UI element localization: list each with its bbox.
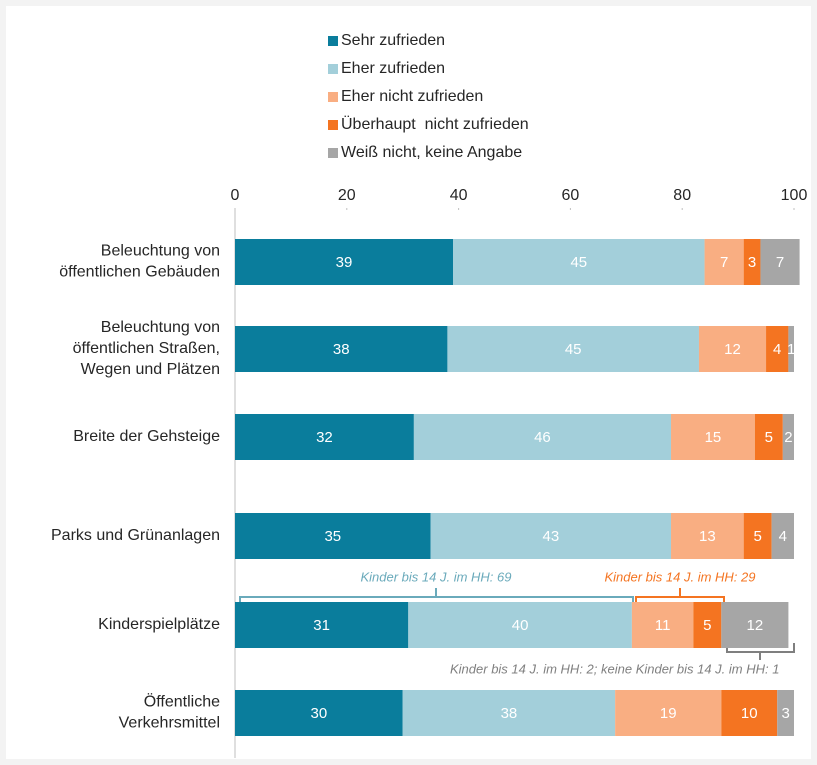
data-label: 2 bbox=[784, 429, 792, 446]
x-tick-label: 40 bbox=[450, 187, 468, 204]
data-label: 5 bbox=[753, 528, 761, 545]
bar-segment bbox=[235, 239, 454, 285]
bracket bbox=[635, 588, 725, 606]
data-label: 12 bbox=[724, 341, 741, 358]
bracket bbox=[239, 588, 634, 606]
bar-segment bbox=[235, 414, 414, 460]
data-label: 38 bbox=[501, 705, 518, 722]
bar-segment bbox=[760, 239, 800, 285]
y-tick-label: Kinderspielplätze bbox=[98, 616, 220, 633]
x-tick-label: 80 bbox=[673, 187, 691, 204]
data-label: 31 bbox=[313, 617, 330, 634]
bar-segment bbox=[693, 602, 722, 648]
data-label: 15 bbox=[705, 429, 722, 446]
data-label: 45 bbox=[565, 341, 582, 358]
legend-swatch bbox=[328, 64, 338, 74]
bar-segment bbox=[408, 602, 632, 648]
data-label: 3 bbox=[781, 705, 789, 722]
data-label: 4 bbox=[779, 528, 787, 545]
bar-segment bbox=[671, 414, 755, 460]
bar-segment bbox=[430, 513, 672, 559]
bar-segment bbox=[721, 690, 778, 736]
bar-segment bbox=[671, 513, 744, 559]
data-label: 7 bbox=[776, 254, 784, 271]
data-label: 46 bbox=[534, 429, 551, 446]
bar-segment bbox=[631, 602, 694, 648]
data-label: 40 bbox=[512, 617, 529, 634]
data-label: 13 bbox=[699, 528, 716, 545]
bar-segment bbox=[235, 602, 409, 648]
bar-segment bbox=[615, 690, 722, 736]
data-label: 38 bbox=[333, 341, 350, 358]
legend-label: Eher nicht zufrieden bbox=[341, 88, 483, 105]
annotation: Kinder bis 14 J. im HH: 2; keine Kinder … bbox=[450, 661, 779, 676]
bar-segment bbox=[447, 326, 699, 372]
bar-segment bbox=[788, 326, 794, 372]
data-label: 30 bbox=[311, 705, 328, 722]
data-label: 43 bbox=[542, 528, 559, 545]
annotation: Kinder bis 14 J. im HH: 29 bbox=[604, 569, 755, 584]
bar-segment bbox=[698, 326, 767, 372]
legend-label: Sehr zufrieden bbox=[341, 32, 445, 49]
data-label: 4 bbox=[773, 341, 781, 358]
bar-segment bbox=[413, 414, 672, 460]
bar-segment bbox=[235, 690, 403, 736]
legend-label: Überhaupt nicht zufrieden bbox=[341, 115, 529, 133]
data-label: 45 bbox=[570, 254, 587, 271]
legend-swatch bbox=[328, 36, 338, 46]
bar-segment bbox=[402, 690, 616, 736]
bar-segment bbox=[235, 326, 448, 372]
bar-segment bbox=[235, 513, 431, 559]
bar-segment bbox=[754, 414, 783, 460]
annotation: Kinder bis 14 J. im HH: 69 bbox=[360, 569, 511, 584]
data-label: 12 bbox=[747, 617, 764, 634]
legend-swatch bbox=[328, 120, 338, 130]
bar-segment bbox=[704, 239, 744, 285]
data-label: 32 bbox=[316, 429, 333, 446]
bar-segment bbox=[766, 326, 789, 372]
bar-segment bbox=[743, 239, 761, 285]
bar-segment bbox=[453, 239, 705, 285]
bar-segment bbox=[721, 602, 789, 648]
y-tick-label: Öffentliche Verkehrsmittel bbox=[119, 693, 220, 732]
legend-label: Eher zufrieden bbox=[341, 60, 445, 77]
bar-segment bbox=[743, 513, 772, 559]
x-tick-label: 100 bbox=[781, 187, 808, 204]
data-label: 1 bbox=[787, 341, 795, 358]
y-tick-label: Beleuchtung von öffentlichen Straßen, Wege… bbox=[73, 319, 220, 378]
x-tick-label: 0 bbox=[231, 187, 240, 204]
bar-segment bbox=[777, 690, 794, 736]
bar-segment bbox=[771, 513, 794, 559]
data-label: 5 bbox=[765, 429, 773, 446]
x-tick-label: 20 bbox=[338, 187, 356, 204]
data-label: 35 bbox=[324, 528, 341, 545]
data-label: 3 bbox=[748, 254, 756, 271]
y-tick-label: Parks und Grünanlagen bbox=[51, 527, 220, 544]
data-label: 10 bbox=[741, 705, 758, 722]
legend-label: Weiß nicht, keine Angabe bbox=[341, 144, 522, 161]
legend-swatch bbox=[328, 92, 338, 102]
y-tick-label: Beleuchtung von öffentlichen Gebäuden bbox=[59, 243, 220, 281]
data-label: 7 bbox=[720, 254, 728, 271]
y-tick-label: Breite der Gehsteige bbox=[73, 428, 220, 445]
data-label: 5 bbox=[703, 617, 711, 634]
legend-swatch bbox=[328, 148, 338, 158]
data-label: 19 bbox=[660, 705, 677, 722]
x-tick-label: 60 bbox=[562, 187, 580, 204]
bar-segment bbox=[782, 414, 794, 460]
data-label: 11 bbox=[655, 617, 671, 634]
data-label: 39 bbox=[336, 254, 353, 271]
